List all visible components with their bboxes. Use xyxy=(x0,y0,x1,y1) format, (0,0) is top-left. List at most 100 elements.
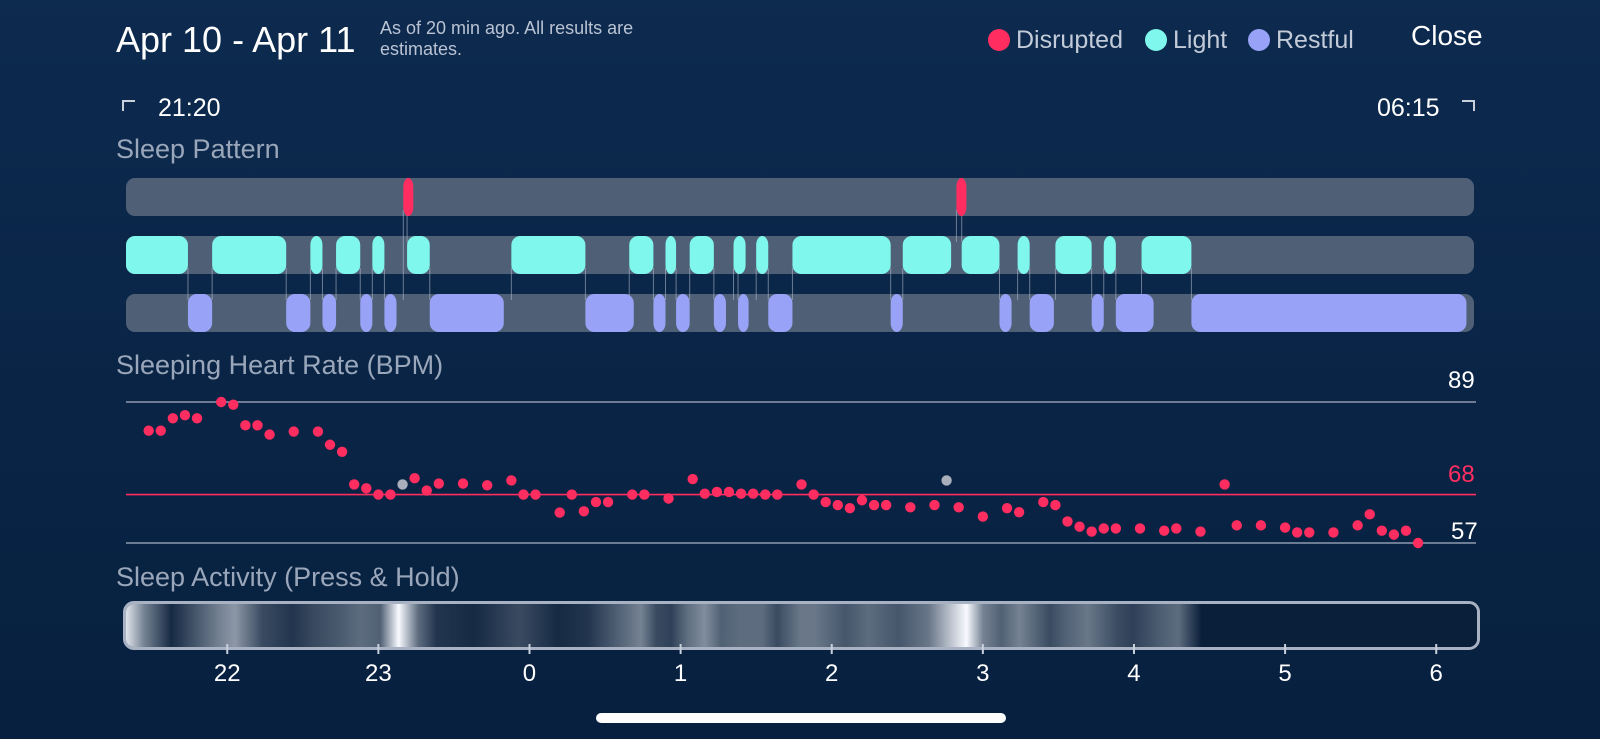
restful-dot-icon xyxy=(1248,29,1270,51)
restful-segment xyxy=(322,294,337,332)
hr-point xyxy=(808,489,819,500)
hr-point xyxy=(663,493,674,504)
legend-disrupted: Disrupted xyxy=(988,22,1123,58)
hr-point xyxy=(481,480,493,491)
hr-point xyxy=(288,426,299,437)
hr-point xyxy=(1231,520,1242,531)
hr-point xyxy=(143,425,154,436)
hr-point xyxy=(1013,506,1025,518)
hr-point xyxy=(578,506,590,517)
hr-point xyxy=(977,511,989,522)
hr-point xyxy=(240,420,251,431)
hr-point xyxy=(627,489,638,500)
light-segment xyxy=(407,236,430,274)
restful-segment xyxy=(187,294,213,332)
hr-point xyxy=(1074,521,1085,532)
hr-point xyxy=(566,489,578,500)
light-segment xyxy=(733,236,746,274)
sleep-pattern-chart[interactable] xyxy=(0,0,1600,340)
hr-point xyxy=(167,413,179,424)
disrupted-dot-icon xyxy=(988,29,1010,51)
hr-point xyxy=(1038,496,1049,508)
hr-point xyxy=(324,439,336,450)
hr-point xyxy=(1279,522,1291,533)
hr-point xyxy=(191,413,203,424)
heart-rate-heading: Sleeping Heart Rate (BPM) xyxy=(116,350,444,380)
hr-point xyxy=(844,502,856,514)
heart-rate-chart[interactable] xyxy=(0,380,1600,560)
hr-point xyxy=(1171,523,1182,534)
sleep-activity-bar[interactable] xyxy=(123,601,1480,650)
restful-segment xyxy=(384,294,397,332)
disrupted-track xyxy=(126,178,1474,216)
hr-point xyxy=(385,489,396,500)
hr-max-label: 89 xyxy=(1448,367,1475,394)
hr-point xyxy=(361,483,372,494)
home-indicator[interactable] xyxy=(596,713,1006,723)
hr-point xyxy=(1086,526,1097,537)
light-segment xyxy=(1055,236,1092,274)
restful-segment xyxy=(1191,294,1467,332)
hr-point xyxy=(1098,523,1109,534)
hr-point xyxy=(820,496,831,508)
hr-average-label: 68 xyxy=(1448,461,1475,488)
activity-heatmap xyxy=(126,604,1477,647)
hr-point xyxy=(832,499,843,511)
hr-point xyxy=(252,420,263,431)
hr-point xyxy=(711,486,723,498)
hr-point xyxy=(772,489,783,500)
hr-point xyxy=(747,488,759,499)
restful-segment xyxy=(999,294,1012,332)
activity-hour-label: 5 xyxy=(1278,660,1292,687)
hr-point xyxy=(953,502,964,513)
light-segment xyxy=(212,236,287,274)
hr-point xyxy=(868,499,880,511)
hr-point xyxy=(929,499,940,511)
hr-point xyxy=(1219,479,1230,490)
restful-segment xyxy=(360,294,373,332)
hr-point xyxy=(1255,520,1267,531)
light-segment xyxy=(1017,236,1030,274)
light-segment xyxy=(792,236,891,274)
activity-axis xyxy=(226,644,1438,654)
hr-point xyxy=(373,489,384,500)
hr-point xyxy=(590,496,602,508)
light-dot-icon xyxy=(1145,29,1167,51)
restful-segment xyxy=(429,294,504,332)
hr-point xyxy=(348,479,360,490)
hr-point xyxy=(1412,537,1424,549)
hr-point xyxy=(1050,499,1061,511)
light-segment xyxy=(511,236,586,274)
activity-hour-label: 0 xyxy=(522,660,537,687)
light-segment xyxy=(372,236,385,274)
legend-light-label: Light xyxy=(1173,25,1228,54)
hr-point xyxy=(1110,523,1122,534)
restful-segment xyxy=(738,294,749,332)
hr-point xyxy=(687,473,698,485)
hr-point xyxy=(228,399,239,410)
hr-point xyxy=(506,475,517,486)
hr-point xyxy=(1291,527,1303,538)
hr-point xyxy=(639,489,650,500)
hr-point xyxy=(264,429,275,440)
close-button[interactable]: Close xyxy=(1411,20,1483,51)
end-bracket-icon xyxy=(1462,100,1475,111)
disrupted-segment xyxy=(403,178,414,216)
hr-point xyxy=(760,489,771,500)
hr-point xyxy=(421,485,432,496)
light-segment xyxy=(689,236,714,274)
sleep-pattern-heading: Sleep Pattern xyxy=(116,134,280,164)
light-segment xyxy=(756,236,769,274)
hr-point xyxy=(1062,516,1073,527)
restful-segment xyxy=(286,294,311,332)
light-segment xyxy=(1103,236,1116,274)
hr-point xyxy=(179,410,191,421)
hr-point xyxy=(905,502,916,513)
hr-point xyxy=(723,486,735,498)
restful-segment xyxy=(1115,294,1154,332)
restful-segment xyxy=(768,294,793,332)
hr-point xyxy=(409,473,420,484)
activity-hour-label: 1 xyxy=(673,660,688,687)
legend-light: Light xyxy=(1145,22,1227,58)
light-segment xyxy=(1141,236,1192,274)
